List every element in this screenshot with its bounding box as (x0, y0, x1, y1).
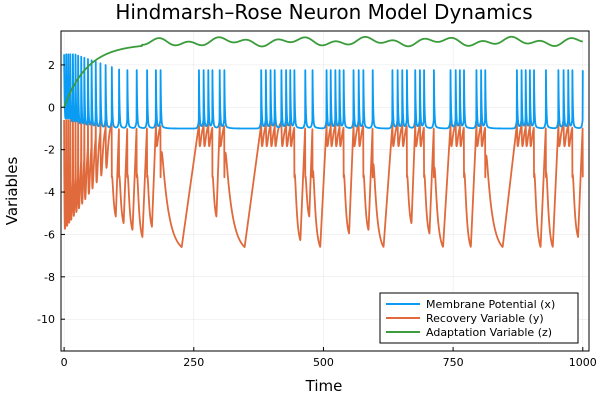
plot-frame (60, 30, 590, 352)
legend-label-z: Adaptation Variable (z) (426, 326, 552, 339)
y-tick-label: 0 (48, 101, 55, 114)
x-tick-label: 1000 (569, 356, 597, 369)
x-tick-label: 0 (61, 356, 68, 369)
series-layer (63, 35, 584, 248)
legend-box (379, 292, 579, 344)
y-tick-label: -6 (44, 228, 55, 241)
y-axis-ticks: 2 0 -2 -4 -6 -8 -10 (37, 59, 65, 326)
y-tick-label: 2 (48, 59, 55, 72)
series-line-recovery-variable (63, 119, 584, 248)
legend-label-x: Membrane Potential (x) (426, 298, 555, 311)
legend: Membrane Potential (x) Recovery Variable… (379, 292, 579, 344)
y-tick-label: -10 (37, 313, 55, 326)
y-tick-label: -2 (44, 144, 55, 157)
chart-title: Hindmarsh–Rose Neuron Model Dynamics (115, 0, 532, 24)
x-axis-ticks: 0 250 500 750 1000 (61, 347, 597, 369)
x-tick-label: 750 (443, 356, 464, 369)
y-axis-label: Variables (3, 157, 21, 226)
x-axis-label: Time (305, 377, 343, 395)
x-tick-label: 500 (313, 356, 334, 369)
x-tick-label: 250 (183, 356, 204, 369)
series-line-membrane-potential (63, 53, 584, 130)
y-tick-label: -4 (44, 186, 55, 199)
legend-label-y: Recovery Variable (y) (426, 312, 544, 325)
series-line-adaptation-variable (63, 35, 584, 108)
y-tick-label: -8 (44, 271, 55, 284)
